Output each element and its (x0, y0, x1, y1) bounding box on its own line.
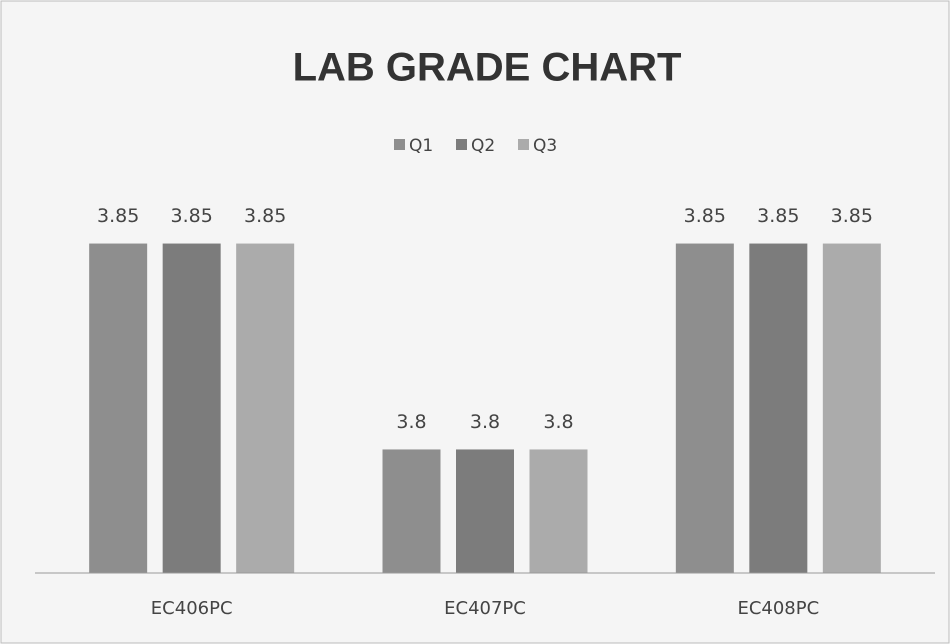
legend-swatch (518, 139, 529, 150)
legend-swatch (456, 139, 467, 150)
data-label: 3.85 (684, 205, 726, 227)
legend-label: Q1 (409, 136, 433, 156)
bar (822, 243, 881, 573)
chart-title: LAB GRADE CHART (293, 46, 682, 90)
bar (529, 449, 588, 573)
bar (456, 449, 514, 573)
bar (89, 243, 148, 573)
data-label: 3.8 (543, 411, 573, 433)
legend-swatch (394, 139, 405, 150)
x-tick-label: EC408PC (737, 598, 819, 619)
bar (162, 243, 221, 573)
x-tick-label: EC406PC (151, 598, 233, 619)
legend-label: Q3 (533, 136, 557, 156)
data-label: 3.85 (97, 205, 139, 227)
bar (236, 243, 295, 573)
bar (749, 243, 808, 573)
x-tick-label: EC407PC (444, 598, 526, 619)
data-label: 3.85 (831, 205, 873, 227)
data-label: 3.85 (757, 205, 799, 227)
legend-label: Q2 (471, 136, 495, 156)
data-label: 3.85 (171, 205, 213, 227)
bar (382, 449, 441, 573)
data-label: 3.85 (244, 205, 286, 227)
data-label: 3.8 (470, 411, 500, 433)
bar (675, 243, 734, 573)
data-label: 3.8 (396, 411, 426, 433)
